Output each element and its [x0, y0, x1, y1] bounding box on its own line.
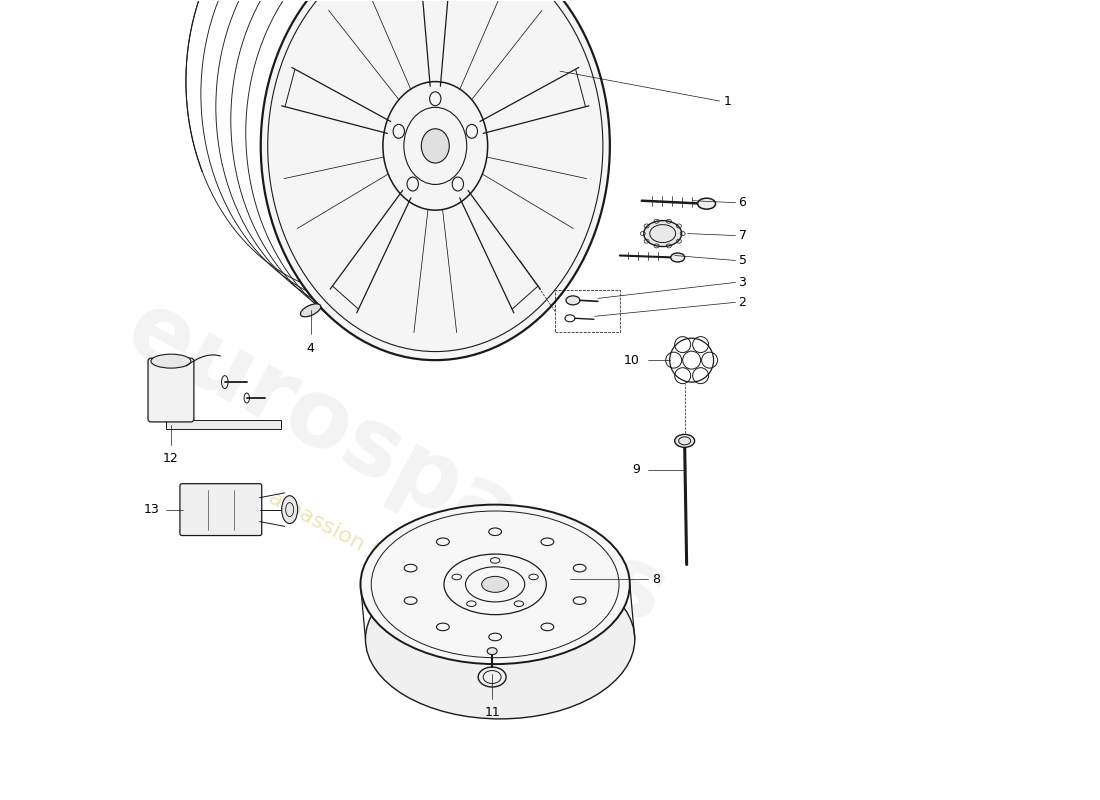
Ellipse shape [365, 559, 635, 719]
Text: 9: 9 [631, 463, 640, 476]
Text: 2: 2 [738, 296, 747, 309]
Ellipse shape [482, 576, 508, 592]
Ellipse shape [671, 253, 684, 262]
Ellipse shape [644, 221, 682, 246]
Ellipse shape [487, 648, 497, 654]
Text: 13: 13 [143, 503, 160, 516]
Ellipse shape [566, 296, 580, 305]
FancyBboxPatch shape [180, 484, 262, 535]
FancyBboxPatch shape [148, 358, 194, 422]
Text: 3: 3 [738, 276, 747, 289]
Ellipse shape [421, 129, 449, 163]
Text: a passion for parts since 1985: a passion for parts since 1985 [265, 487, 572, 663]
Ellipse shape [478, 667, 506, 687]
Text: 8: 8 [651, 573, 660, 586]
Text: 6: 6 [738, 196, 747, 209]
Ellipse shape [361, 505, 630, 664]
Text: 10: 10 [624, 354, 640, 366]
Ellipse shape [300, 304, 321, 317]
FancyBboxPatch shape [166, 420, 280, 429]
Text: 7: 7 [738, 229, 747, 242]
Ellipse shape [282, 496, 298, 523]
Text: 11: 11 [484, 706, 500, 719]
Text: 12: 12 [163, 452, 179, 465]
Ellipse shape [674, 434, 694, 447]
Text: eurospares: eurospares [111, 283, 682, 645]
Text: 1: 1 [724, 94, 732, 107]
Ellipse shape [697, 198, 716, 209]
Ellipse shape [261, 0, 609, 360]
Ellipse shape [151, 354, 191, 368]
Text: 4: 4 [307, 342, 315, 355]
Text: 5: 5 [738, 254, 747, 267]
